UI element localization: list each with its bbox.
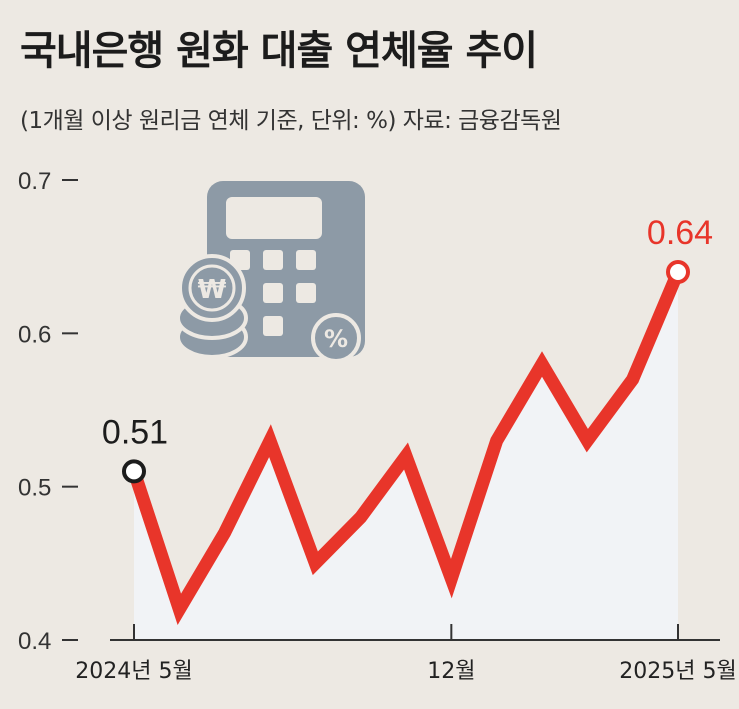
- data-label: 0.51: [102, 413, 168, 451]
- y-tick-label: 0.4: [18, 628, 51, 655]
- chart-subtitle: (1개월 이상 원리금 연체 기준, 단위: %) 자료: 금융감독원: [20, 108, 562, 134]
- svg-text:%: %: [324, 325, 348, 353]
- data-point-marker: [666, 260, 690, 284]
- y-tick-label: 0.6: [18, 321, 51, 348]
- y-tick-label: 0.7: [18, 168, 51, 195]
- series-line: [127, 269, 684, 625]
- chart-title: 국내은행 원화 대출 연체율 추이: [20, 28, 538, 74]
- data-markers: [122, 260, 690, 484]
- data-label: 0.64: [647, 214, 713, 252]
- x-axis: 2024년 5월 12월 2025년 5월: [75, 624, 737, 684]
- data-labels: 0.51 0.64: [102, 214, 713, 451]
- x-tick-label: 2025년 5월: [619, 659, 736, 684]
- data-point-marker: [122, 459, 146, 484]
- y-tick-label: 0.5: [18, 475, 51, 502]
- y-axis: 0.4 0.5 0.6 0.7: [18, 168, 78, 655]
- percent-icon: %: [311, 313, 361, 363]
- x-tick-label: 2024년 5월: [75, 659, 192, 684]
- won-coin-icon: ₩: [176, 254, 248, 359]
- svg-text:₩: ₩: [198, 275, 227, 305]
- x-tick-label: 12월: [427, 659, 475, 684]
